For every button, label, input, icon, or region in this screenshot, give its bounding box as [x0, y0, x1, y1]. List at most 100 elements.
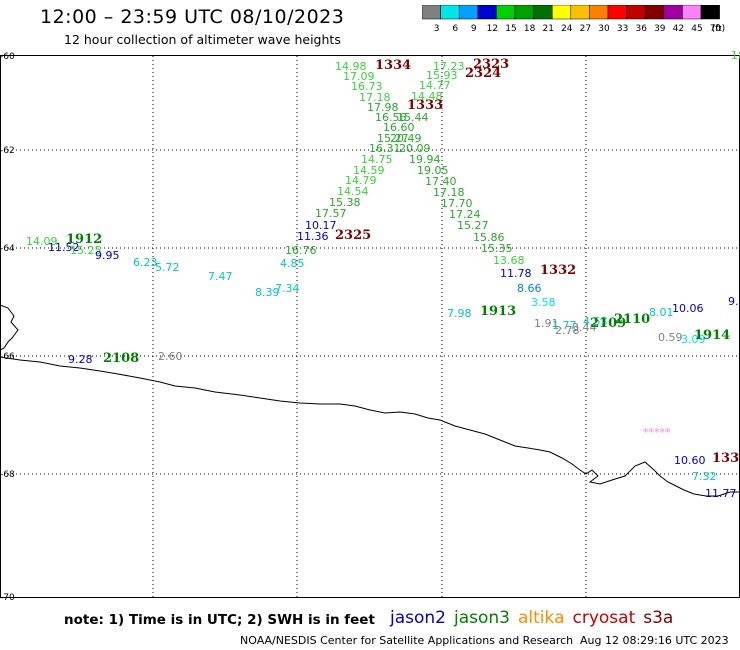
wave-height-value: 20.49	[390, 132, 422, 145]
wave-height-value: 16.31	[369, 142, 401, 155]
wave-height-value: 3.44	[572, 321, 597, 334]
wave-height-value: 14.79	[345, 174, 377, 187]
wave-height-value: 15.35	[481, 242, 513, 255]
colorbar-label: 9	[471, 24, 477, 34]
wave-height-value: 17.18	[433, 186, 465, 199]
pass-time-label: 2324	[465, 66, 502, 81]
legend-item-cryosat: cryosat	[572, 608, 636, 628]
satellite-legend: jason2 jason3 altika cryosat s3a	[390, 608, 681, 628]
colorbar-label: 27	[580, 24, 591, 34]
wave-height-value: 8.39	[255, 286, 280, 299]
wave-height-value: 4.85	[280, 257, 305, 270]
pass-time-label: 133	[712, 451, 740, 466]
wave-height-value: 14.77	[419, 79, 451, 92]
wave-height-value: 16.73	[351, 80, 383, 93]
wave-height-value: 16.76	[285, 244, 317, 257]
wave-height-value: 15.93	[426, 69, 458, 82]
wave-height-value: 1.77	[552, 319, 577, 332]
wave-height-value: 11.52	[48, 241, 80, 254]
wave-height-value: 7.32	[692, 470, 717, 483]
legend-item-altika: altika	[518, 608, 565, 628]
colorbar-label: 45	[691, 24, 702, 34]
credit-line: NOAA/NESDIS Center for Satellite Applica…	[240, 634, 574, 647]
pass-time-label: 2108	[103, 351, 140, 366]
map-gridlines	[0, 56, 740, 597]
latitude-tick-label: -60	[0, 52, 15, 62]
wave-height-value: 17.23	[433, 60, 465, 73]
wave-height-value: 7.47	[208, 270, 233, 283]
wave-height-value: 14.75	[361, 153, 393, 166]
colorbar-label: 70	[710, 24, 722, 34]
legend-item-jason2: jason2	[390, 608, 446, 628]
colorbar-label: 36	[635, 24, 647, 34]
wave-height-value: 17.98	[367, 101, 399, 114]
pass-time-label: 1912	[66, 232, 103, 247]
page-subtitle: 12 hour collection of altimeter wave hei…	[64, 32, 341, 47]
colorbar-label: 24	[561, 24, 573, 34]
wave-height-value: 2.78	[555, 324, 580, 337]
wave-height-value: 15.86	[473, 231, 505, 244]
colorbar-label: 21	[542, 24, 553, 34]
latitude-tick-label: -64	[0, 244, 15, 254]
pass-time-label: 1334	[375, 58, 412, 73]
wave-height-value: 10.60	[674, 454, 706, 467]
wave-height-value: 15.44	[397, 111, 429, 124]
wave-height-value: 5.72	[155, 261, 180, 274]
wave-height-value: 17.24	[449, 208, 481, 221]
wave-height-value: 15.25	[70, 244, 102, 257]
wave-height-value: 17.70	[441, 197, 473, 210]
colorbar-label: 42	[673, 24, 684, 34]
wave-height-value: 8.66	[517, 282, 542, 295]
pass-time-label: 1914	[694, 328, 731, 343]
colorbar-label: 30	[598, 24, 610, 34]
colorbar-label: 12	[487, 24, 498, 34]
wave-height-value: 7.98	[447, 307, 472, 320]
wave-height-value: 14.48	[411, 90, 443, 103]
wave-height-value: 17.57	[315, 207, 347, 220]
colorbar-label: 18	[524, 24, 536, 34]
wave-height-value: 4.53	[583, 315, 608, 328]
wave-height-value: 19.94	[409, 153, 441, 166]
wave-height-value: 8.01	[649, 306, 674, 319]
wave-height-value: 14.59	[353, 164, 385, 177]
latitude-tick-label: -62	[0, 146, 15, 156]
wave-height-value: 1.91	[534, 317, 559, 330]
wave-height-value: 10.06	[672, 302, 704, 315]
wave-height-value: 14.09	[26, 235, 58, 248]
axis-ticks: 135138141144147150-60-62-64-66-68-70	[0, 52, 15, 603]
pass-time-label: 1333	[407, 98, 444, 113]
legend-item-s3a: s3a	[643, 608, 674, 628]
wave-height-value: 10.17	[305, 219, 337, 232]
wave-height-value: 11.36	[297, 230, 329, 243]
colorbar-unit: (ft)	[712, 24, 726, 34]
colorbar-label: 39	[654, 24, 666, 34]
colorbar-swatch	[700, 5, 720, 20]
wave-height-value: 14.54	[337, 185, 369, 198]
antarctic-coastline	[0, 304, 740, 497]
legend-item-jason3: jason3	[454, 608, 510, 628]
wave-height-value: 13.68	[493, 254, 525, 267]
wave-height-value: 17.09	[343, 70, 375, 83]
pass-time-label: 2325	[335, 228, 372, 243]
page-title: 12:00 – 23:59 UTC 08/10/2023	[40, 6, 345, 28]
wave-height-value: 18	[731, 49, 740, 62]
wave-height-value: 19.05	[417, 164, 449, 177]
wave-height-value: 16.56	[375, 111, 407, 124]
wave-height-value: 14.98	[335, 60, 367, 73]
wave-height-value: 20.09	[399, 142, 431, 155]
wave-height-value: 7.34	[275, 282, 300, 295]
wave-height-colorbar: 3 6 9 12 15 18 21 24 27 30 33 36 39 42 45 70(ft)	[422, 5, 726, 34]
footnote: note: 1) Time is in UTC; 2) SWH is in fe…	[64, 612, 375, 628]
colorbar-label: 15	[505, 24, 516, 34]
pass-time-label: 2110	[614, 312, 651, 327]
wave-height-value: 3.58	[531, 296, 556, 309]
pass-time-label: 1913	[480, 304, 517, 319]
wave-height-map: 135138141144147150-60-62-64-66-68-70	[0, 52, 740, 603]
latitude-tick-label: -70	[0, 593, 15, 603]
colorbar-label: 33	[617, 24, 628, 34]
wave-height-value: 3.09	[681, 333, 706, 346]
wave-height-value: 0.59	[658, 331, 683, 344]
wave-height-value: 15.27	[457, 219, 489, 232]
pass-time-label: 2323	[473, 57, 510, 72]
wave-height-value: 15.38	[329, 196, 361, 209]
